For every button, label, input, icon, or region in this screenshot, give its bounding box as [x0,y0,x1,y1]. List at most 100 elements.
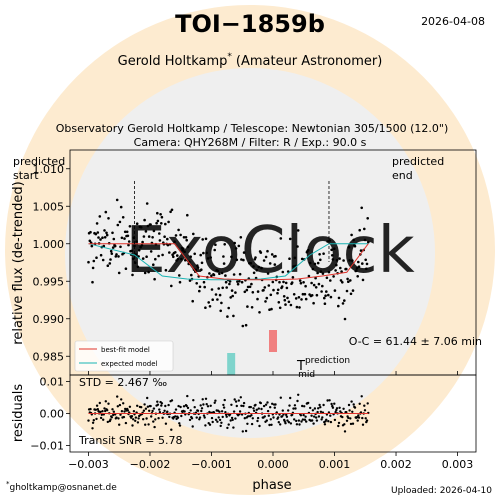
residual-point [246,415,250,418]
residual-point [152,407,156,410]
residual-point [222,406,226,409]
residual-point [289,396,292,400]
residual-point [118,403,122,407]
flux-point [152,229,156,233]
residual-point [301,418,305,421]
flux-point [176,257,180,261]
flux-point [278,306,282,310]
flux-point [164,268,168,272]
flux-point [276,288,280,292]
flux-point [291,276,295,279]
flux-point [153,277,156,281]
residual-point [239,396,242,399]
residual-point [230,403,233,406]
flux-point [282,280,285,284]
residual-point [112,410,116,413]
residual-point [312,422,315,425]
residual-point [192,399,195,402]
flux-point [330,248,333,252]
flux-point [111,231,114,235]
flux-point [111,246,115,249]
flux-point [184,236,188,239]
flux-point [90,244,94,248]
flux-point [360,206,364,210]
residual-point [343,423,346,426]
flux-point [89,230,92,234]
y-tick-label: 0.990 [33,313,65,326]
flux-point [112,237,116,241]
residual-point [246,422,249,425]
flux-point [209,256,212,259]
x-tick-label: 0.002 [380,458,412,471]
residual-point [115,416,118,419]
flux-point [308,261,312,265]
residual-point [142,418,145,421]
residual-point [323,423,327,426]
flux-point [306,248,310,252]
residual-point [269,406,272,409]
flux-point [182,247,185,250]
flux-point [278,280,281,284]
flux-point [214,243,217,246]
residual-point [281,415,284,418]
residual-point [357,416,361,419]
flux-point [243,290,247,294]
x-axis-label: phase [252,478,291,493]
residual-point [297,419,301,422]
residual-point [199,404,202,407]
residual-point [361,416,364,420]
residuals-plot-panel [87,393,370,433]
observer-role: (Amateur Astronomer) [236,54,382,69]
residual-point [279,423,282,426]
x-tick-label: −0.001 [191,458,232,471]
flux-point [131,257,135,261]
x-tick-label: 0.000 [257,458,289,471]
flux-point [321,284,324,288]
residual-point [347,403,351,407]
residual-point [295,423,299,426]
flux-point [178,274,181,277]
residual-point [209,404,212,407]
legend: best-fit model expected model [74,340,174,372]
page-title: TOI−1859b [175,10,325,38]
residual-point [107,402,110,405]
flux-point [95,222,99,225]
flux-point [105,233,109,237]
flux-point [237,244,241,248]
residual-point [176,416,180,419]
flux-point [208,305,212,308]
flux-point [299,281,303,285]
flux-point [313,262,317,266]
residual-point [334,410,337,414]
flux-point [288,257,291,261]
residual-point [132,410,136,413]
flux-point [300,298,303,301]
residual-point [317,407,320,410]
x-tick-label: −0.003 [68,458,109,471]
flux-point [239,236,243,239]
oc-label: O-C = 61.44 ± 7.06 min [349,335,482,348]
flux-point [353,244,357,248]
residual-point [204,397,208,400]
residual-point [285,413,288,417]
flux-point [233,241,236,245]
main-plot-panel [87,181,370,375]
flux-point [219,309,222,313]
flux-point [212,273,216,277]
residual-point [343,430,347,433]
flux-point [240,280,244,284]
residual-point [255,408,258,411]
flux-point [157,254,160,258]
residual-point [227,423,230,426]
flux-point [124,267,128,271]
residual-point [204,424,207,427]
flux-point [104,210,108,214]
flux-point [105,231,108,235]
residual-point [293,418,296,421]
residual-point [134,416,138,419]
flux-point [264,255,268,259]
residual-point [131,424,134,427]
flux-point [296,229,300,232]
flux-point [256,290,260,293]
flux-point [123,230,127,234]
